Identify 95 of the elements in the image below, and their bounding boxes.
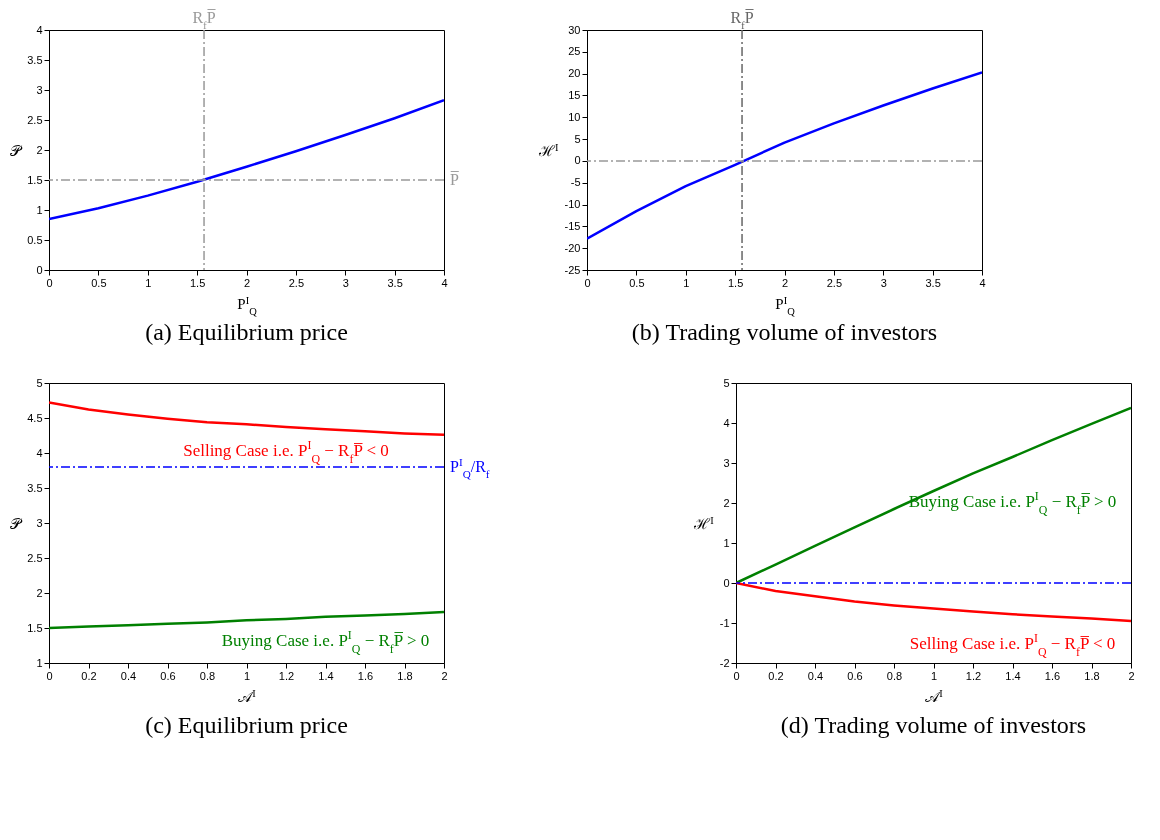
x-tick-label: 0.6 (160, 669, 176, 682)
x-tick-label: 1 (145, 276, 152, 289)
y-axis-title: ℋ$^{I}$ (693, 514, 715, 532)
ref-line-label: R$_{f}$P̅ (730, 9, 755, 31)
x-axis-title: 𝒜$^{I}$ (238, 687, 257, 705)
x-tick-label: 0 (46, 669, 53, 682)
x-tick-label: 0 (584, 276, 591, 289)
y-tick-label: 0.5 (27, 233, 43, 246)
y-tick-label: 4 (36, 23, 43, 36)
x-tick-label: 3 (342, 276, 349, 289)
ref-line-label: R$_{f}$P̅ (192, 9, 217, 31)
y-tick-label: 15 (568, 88, 581, 101)
series-label: Selling Case i.e. P$^{I}$$_{Q}$ − R$_{f}$P̅ < 0 (183, 438, 389, 467)
x-tick-label: 1.2 (278, 669, 295, 682)
x-tick-label: 4 (979, 276, 986, 289)
y-tick-label: -15 (564, 219, 581, 232)
y-tick-label: 1 (36, 203, 43, 216)
ref-line-label: P$^{I}$$_{Q}$/R$_{f}$ (450, 456, 490, 480)
x-tick-label: 3.5 (387, 276, 403, 289)
text: (b) Trading volume of investors (631, 319, 938, 345)
x-tick-label: 2.5 (288, 276, 305, 289)
y-tick-label: 3 (36, 83, 43, 96)
y-tick-label: 5 (574, 132, 581, 145)
x-tick-label: 1.8 (397, 669, 413, 682)
x-tick-label: 1 (683, 276, 690, 289)
y-tick-label: 2 (36, 586, 43, 599)
x-tick-label: 0 (733, 669, 740, 682)
y-tick-label: 1 (36, 656, 43, 669)
x-tick-label: 1 (930, 669, 938, 682)
x-tick-label: 1.8 (1084, 669, 1100, 682)
y-tick-label: 4.5 (27, 411, 43, 424)
y-tick-label: 25 (568, 45, 581, 58)
x-tick-label: 4 (441, 276, 448, 289)
x-tick-label: 1.6 (1044, 669, 1061, 682)
x-axis-title: 𝒜$^{I}$ (925, 687, 944, 705)
x-tick-label: 0.6 (847, 669, 863, 682)
y-tick-label: 2.5 (27, 113, 43, 126)
text: (a) Equilibrium price (145, 319, 348, 345)
x-tick-label: 3 (880, 276, 887, 289)
series-label: Buying Case i.e. P$^{I}$$_{Q}$ − R$_{f}$P̅ > 0 (908, 489, 1117, 517)
y-tick-label: 3.5 (27, 481, 43, 494)
x-tick-label: 2 (1128, 669, 1135, 682)
x-tick-label: 2 (243, 276, 251, 289)
y-tick-label: -10 (564, 198, 581, 211)
y-tick-label: 3 (36, 516, 43, 529)
y-tick-label: 3.5 (27, 53, 43, 66)
x-tick-label: 0.2 (81, 669, 97, 682)
y-tick-label: 5 (723, 376, 730, 389)
x-tick-label: 1.4 (318, 669, 334, 682)
x-tick-label: 1.5 (189, 276, 206, 289)
y-tick-label: 5 (36, 376, 43, 389)
y-tick-label: 0 (36, 263, 43, 276)
y-tick-label: 1.5 (27, 621, 43, 634)
ref-line-label: P̅ (449, 171, 460, 188)
x-tick-label: 1 (243, 669, 251, 682)
y-tick-label: 0 (574, 154, 581, 167)
series-label: Buying Case i.e. P$^{I}$$_{Q}$ − R$_{f}$P̅ > 0 (221, 627, 430, 656)
x-tick-label: 3.5 (925, 276, 941, 289)
x-tick-label: 2 (441, 669, 448, 682)
y-tick-label: 4 (36, 446, 43, 459)
x-tick-label: 0.8 (199, 669, 216, 682)
x-tick-label: 0.4 (807, 669, 824, 682)
x-tick-label: 0.5 (629, 276, 645, 289)
y-axis-title: ℋ$^{I}$ (538, 141, 560, 159)
y-tick-label: 2 (36, 143, 43, 156)
y-tick-label: -25 (564, 263, 581, 276)
x-tick-label: 0 (46, 276, 53, 289)
x-tick-label: 2 (781, 276, 789, 289)
x-tick-label: 1.2 (965, 669, 982, 682)
x-tick-label: 0.2 (768, 669, 784, 682)
series-label: Selling Case i.e. P$^{I}$$_{Q}$ − R$_{f}$P̅ < 0 (909, 631, 1116, 660)
x-tick-label: 2.5 (826, 276, 843, 289)
x-tick-label: 0.4 (120, 669, 137, 682)
y-axis-title: 𝒫 (10, 515, 24, 532)
x-tick-label: 0.5 (91, 276, 107, 289)
y-tick-label: 0 (723, 576, 730, 589)
x-tick-label: 1.6 (357, 669, 374, 682)
y-tick-label: 4 (723, 416, 730, 429)
y-tick-label: -2 (719, 656, 730, 669)
y-tick-label: 20 (568, 67, 581, 80)
y-tick-label: 2.5 (27, 551, 43, 564)
y-tick-label: 30 (568, 23, 581, 36)
text: (c) Equilibrium price (145, 712, 348, 738)
x-tick-label: 0.8 (886, 669, 903, 682)
y-tick-label: 1 (723, 536, 730, 549)
y-tick-label: 3 (723, 456, 730, 469)
y-tick-label: 10 (568, 110, 581, 123)
y-tick-label: -20 (564, 241, 581, 254)
x-tick-label: 1.4 (1005, 669, 1021, 682)
text: (d) Trading volume of investors (780, 712, 1087, 738)
y-tick-label: 1.5 (27, 173, 43, 186)
y-axis-title: 𝒫 (10, 142, 24, 159)
y-tick-label: -1 (719, 616, 730, 629)
y-tick-label: -5 (570, 176, 581, 189)
y-tick-label: 2 (723, 496, 730, 509)
